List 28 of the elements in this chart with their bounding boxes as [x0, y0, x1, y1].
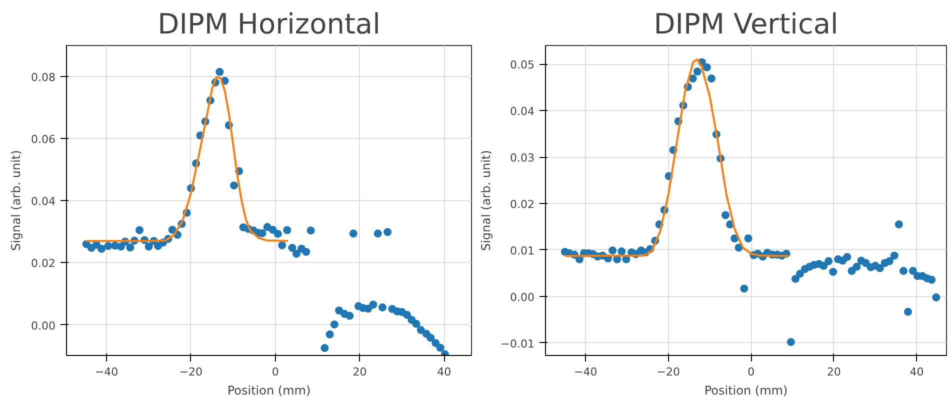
y-tick-label: 0.04	[510, 105, 535, 118]
x-tick-label: 40	[910, 366, 924, 378]
x-tick-label: −20	[656, 366, 680, 378]
x-tick-label: 20	[352, 366, 367, 378]
y-tick-label: 0.00	[31, 319, 56, 332]
y-tick-label: 0.04	[31, 195, 56, 208]
x-axis-title: Position (mm)	[227, 384, 311, 398]
x-tick-label: 40	[437, 366, 452, 378]
y-tick-label: 0.03	[510, 152, 535, 165]
y-tick-label: −0.01	[500, 337, 535, 350]
x-tick-label: 20	[826, 366, 841, 378]
x-tick-label: −40	[94, 366, 118, 378]
x-tick-label: −40	[574, 366, 598, 378]
y-tick-label: 0.02	[510, 198, 535, 212]
chart-title: DIPM Horizontal	[158, 8, 380, 40]
x-tick-label: −20	[179, 366, 203, 378]
x-axis-title: Position (mm)	[704, 384, 788, 398]
y-axis-title: Signal (arb. unit)	[9, 150, 24, 251]
y-axis-title: Signal (arb. unit)	[478, 150, 493, 251]
y-tick-label: 0.01	[510, 244, 535, 258]
x-tick-label: 0	[748, 366, 755, 378]
x-tick-label: 0	[272, 366, 279, 378]
y-tick-label: 0.00	[510, 290, 535, 304]
chart-title: DIPM Vertical	[654, 8, 838, 40]
y-tick-label: 0.02	[31, 257, 56, 270]
y-tick-label: 0.06	[31, 133, 56, 146]
y-tick-label: 0.08	[31, 71, 56, 84]
y-tick-label: 0.05	[510, 58, 535, 72]
